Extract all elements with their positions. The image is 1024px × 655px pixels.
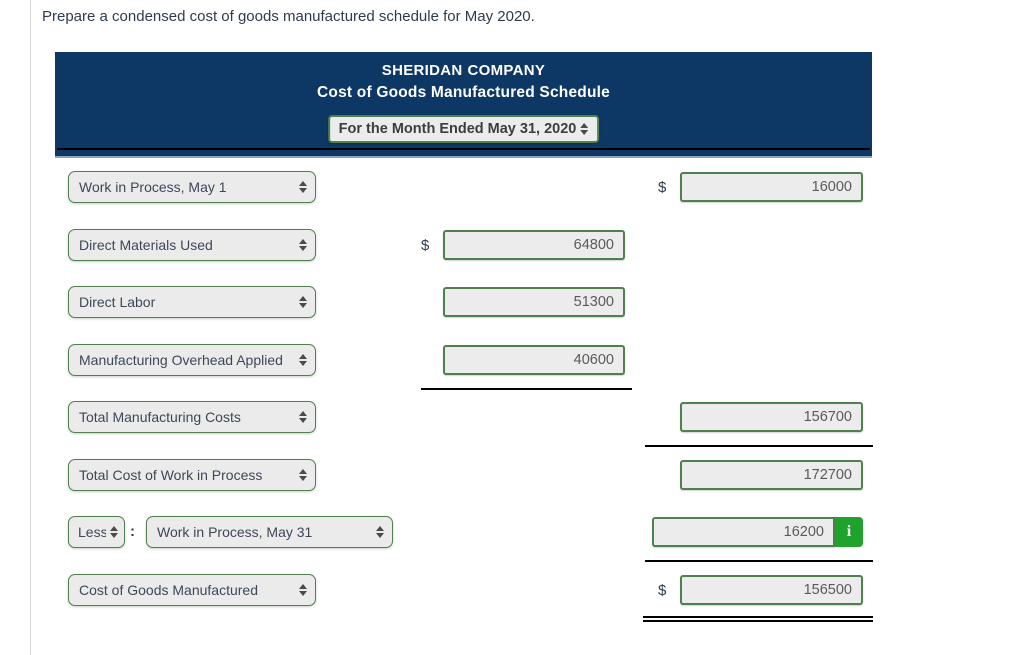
- total-double-rule: [643, 616, 873, 622]
- subtotal-rule-right2: [645, 560, 873, 562]
- account-select-label: Cost of Goods Manufactured: [79, 582, 258, 598]
- account-select-row5[interactable]: Total Manufacturing Costs: [68, 401, 316, 433]
- less-select-label: Less: [78, 524, 106, 540]
- subtotal-rule-right: [645, 445, 873, 447]
- subtotal-rule-middle: [421, 388, 632, 390]
- amount-input-row7[interactable]: [652, 517, 835, 547]
- amount-input-row5[interactable]: [680, 402, 863, 432]
- spinner-icon: [110, 526, 118, 538]
- colon-separator: :: [130, 523, 135, 540]
- schedule-header: SHERIDAN COMPANY Cost of Goods Manufactur…: [55, 52, 872, 158]
- account-select-row3[interactable]: Direct Labor: [68, 286, 316, 318]
- account-select-row4[interactable]: Manufacturing Overhead Applied: [68, 344, 316, 376]
- account-select-row1[interactable]: Work in Process, May 1: [68, 171, 316, 203]
- account-select-label: Total Cost of Work in Process: [79, 467, 263, 483]
- account-select-label: Total Manufacturing Costs: [79, 409, 241, 425]
- amount-input-row6[interactable]: [680, 460, 863, 490]
- schedule-title: Cost of Goods Manufactured Schedule: [317, 84, 610, 101]
- spinner-icon: [299, 469, 307, 481]
- amount-input-row8[interactable]: [680, 575, 863, 605]
- amount-input-row4[interactable]: [443, 345, 625, 375]
- spinner-icon: [299, 584, 307, 596]
- less-select[interactable]: Less: [68, 516, 125, 548]
- spinner-icon: [299, 239, 307, 251]
- spinner-icon: [299, 181, 307, 193]
- account-select-row2[interactable]: Direct Materials Used: [68, 229, 316, 261]
- company-title: SHERIDAN COMPANY: [55, 62, 872, 79]
- spinner-icon: [299, 296, 307, 308]
- dollar-sign: $: [658, 582, 667, 599]
- account-select-label: Work in Process, May 1: [79, 179, 227, 195]
- company-name: SHERIDAN: [381, 62, 463, 79]
- amount-input-row3[interactable]: [443, 287, 625, 317]
- dollar-sign: $: [421, 237, 430, 254]
- account-select-label: Direct Materials Used: [79, 237, 213, 253]
- period-select-label: For the Month Ended May 31, 2020: [338, 121, 577, 137]
- dollar-sign: $: [658, 179, 667, 196]
- task-instruction: Prepare a condensed cost of goods manufa…: [42, 8, 535, 25]
- account-select-row6[interactable]: Total Cost of Work in Process: [68, 459, 316, 491]
- spinner-icon: [376, 526, 384, 538]
- spinner-icon: [580, 123, 589, 135]
- account-select-label: Manufacturing Overhead Applied: [79, 352, 283, 368]
- account-select-label: Work in Process, May 31: [157, 524, 313, 540]
- account-select-label: Direct Labor: [79, 294, 156, 310]
- amount-input-row1[interactable]: [680, 172, 863, 202]
- period-select[interactable]: For the Month Ended May 31, 2020: [327, 115, 600, 143]
- company-suffix: COMPANY: [467, 62, 546, 79]
- account-select-row8[interactable]: Cost of Goods Manufactured: [68, 574, 316, 606]
- spinner-icon: [299, 411, 307, 423]
- info-badge[interactable]: i: [835, 517, 863, 547]
- header-rule: [57, 148, 870, 150]
- account-select-row7[interactable]: Work in Process, May 31: [146, 516, 393, 548]
- spinner-icon: [299, 354, 307, 366]
- amount-input-row2[interactable]: [443, 230, 625, 260]
- page-left-divider: [30, 0, 31, 655]
